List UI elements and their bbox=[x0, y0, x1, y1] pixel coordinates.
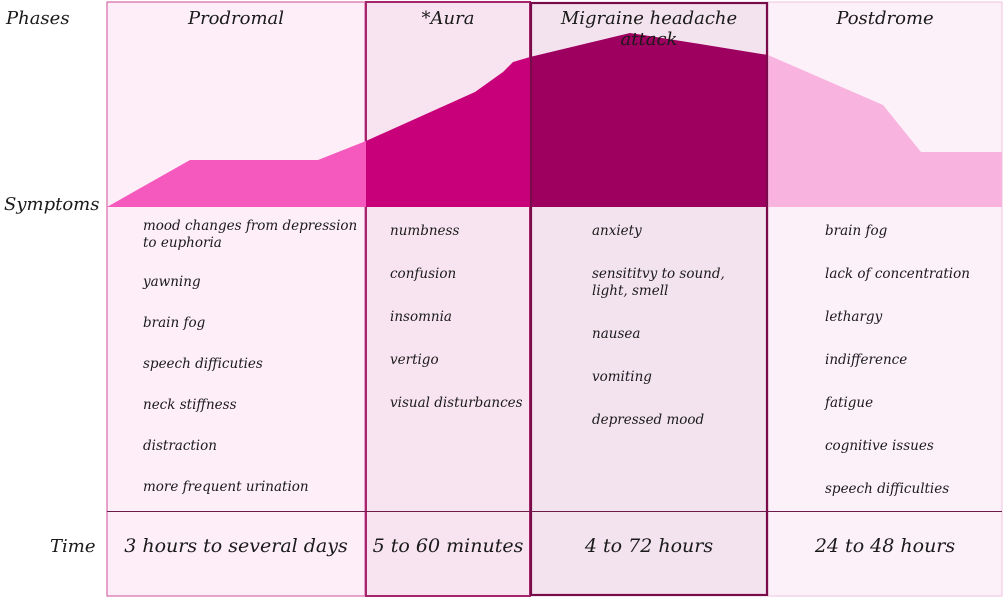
prodromal-curve bbox=[107, 141, 366, 207]
symptom-item: mood changes from depression to euphoria bbox=[143, 218, 358, 251]
phase-title-postdrome: Postdrome bbox=[836, 8, 934, 29]
postdrome-curve bbox=[768, 55, 1002, 207]
time-attack: 4 to 72 hours bbox=[584, 535, 714, 557]
phase-postdrome: Postdrome brain fog lack of concentratio… bbox=[768, 2, 1002, 596]
time-prodromal: 3 hours to several days bbox=[124, 535, 348, 557]
symptom-item: distraction bbox=[143, 438, 217, 454]
symptom-item: neck stiffness bbox=[143, 397, 237, 413]
symptom-item: fatigue bbox=[825, 395, 874, 411]
symptom-item: confusion bbox=[390, 266, 457, 282]
symptom-list-postdrome: brain fog lack of concentration lethargy… bbox=[825, 223, 1001, 498]
symptom-item: speech difficulties bbox=[825, 481, 950, 497]
symptom-item: cognitive issues bbox=[825, 438, 934, 454]
symptom-item: vomiting bbox=[592, 369, 652, 385]
symptom-item: lethargy bbox=[825, 309, 883, 325]
symptom-item: numbness bbox=[390, 223, 460, 239]
phase-aura: *Aura numbness confusion insomnia vertig… bbox=[366, 2, 530, 596]
time-aura: 5 to 60 minutes bbox=[372, 535, 524, 557]
symptom-item: speech difficuties bbox=[143, 356, 263, 372]
symptom-item: indifference bbox=[825, 352, 908, 368]
symptom-item: vertigo bbox=[390, 352, 439, 368]
symptom-item: sensititvy to sound, light, smell bbox=[592, 266, 725, 299]
symptom-list-prodromal: mood changes from depression to euphoria… bbox=[143, 218, 358, 496]
symptom-item: brain fog bbox=[143, 315, 206, 331]
symptom-item: insomnia bbox=[390, 309, 452, 325]
row-label-time: Time bbox=[50, 536, 96, 557]
aura-curve bbox=[366, 57, 530, 207]
row-label-symptoms: Symptoms bbox=[4, 194, 100, 215]
symptom-item: lack of concentration bbox=[825, 266, 970, 282]
phase-prodromal: Prodromal mood changes from depression t… bbox=[107, 2, 365, 596]
symptoms-time-divider bbox=[107, 511, 1002, 512]
symptom-item: nausea bbox=[592, 326, 641, 342]
time-postdrome: 24 to 48 hours bbox=[814, 535, 956, 557]
symptom-item: anxiety bbox=[592, 223, 642, 239]
phase-title-attack: Migraine headache attack bbox=[560, 8, 738, 50]
attack-curve bbox=[530, 33, 768, 207]
symptom-item: visual disturbances bbox=[390, 395, 523, 411]
symptom-list-aura: numbness confusion insomnia vertigo visu… bbox=[390, 223, 528, 412]
row-label-phases: Phases bbox=[6, 8, 70, 29]
symptom-list-attack: anxiety sensititvy to sound, light, smel… bbox=[592, 223, 742, 429]
symptom-item: more frequent urination bbox=[143, 479, 309, 495]
symptom-item: brain fog bbox=[825, 223, 888, 239]
symptom-item: depressed mood bbox=[592, 412, 705, 428]
phase-title-aura: *Aura bbox=[421, 8, 475, 29]
symptom-item: yawning bbox=[143, 274, 201, 290]
attack-column-border bbox=[529, 1, 769, 597]
phase-title-prodromal: Prodromal bbox=[187, 8, 285, 29]
phase-attack: Migraine headache attack anxiety sensiti… bbox=[530, 2, 768, 596]
prodromal-column-bg bbox=[106, 1, 366, 597]
